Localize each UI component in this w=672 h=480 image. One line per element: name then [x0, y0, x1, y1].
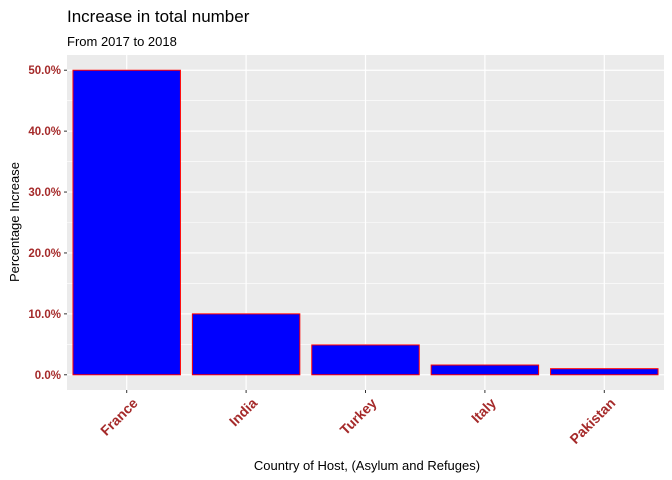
chart-subtitle: From 2017 to 2018 — [67, 34, 177, 49]
bar-india — [191, 313, 301, 376]
x-axis: France India Turkey Italy Pakistan — [97, 390, 618, 447]
x-tick-label-pakistan: Pakistan — [566, 395, 618, 447]
y-tick-label: 30.0% — [28, 187, 61, 199]
y-axis-title: Percentage Increase — [7, 162, 22, 282]
x-tick-label-italy: Italy — [468, 395, 499, 426]
bar-france — [72, 69, 181, 376]
bar-italy — [430, 364, 540, 376]
y-tick-label: 10.0% — [28, 309, 61, 321]
x-axis-title: Country of Host, (Asylum and Refuges) — [254, 458, 480, 473]
x-tick-label-india: India — [226, 395, 261, 430]
y-tick-label: 40.0% — [28, 126, 61, 138]
x-tick-label-france: France — [97, 395, 141, 439]
y-tick-label: 0.0% — [35, 370, 61, 382]
bars — [72, 69, 659, 376]
bar-turkey — [311, 344, 420, 376]
x-tick-label-turkey: Turkey — [337, 395, 380, 438]
bar-pakistan — [550, 368, 659, 376]
y-tick-label: 50.0% — [28, 65, 61, 77]
y-tick-label: 20.0% — [28, 248, 61, 260]
y-axis: 0.0% 10.0% 20.0% 30.0% 40.0% 50.0% — [28, 65, 67, 382]
chart-title: Increase in total number — [67, 7, 250, 26]
